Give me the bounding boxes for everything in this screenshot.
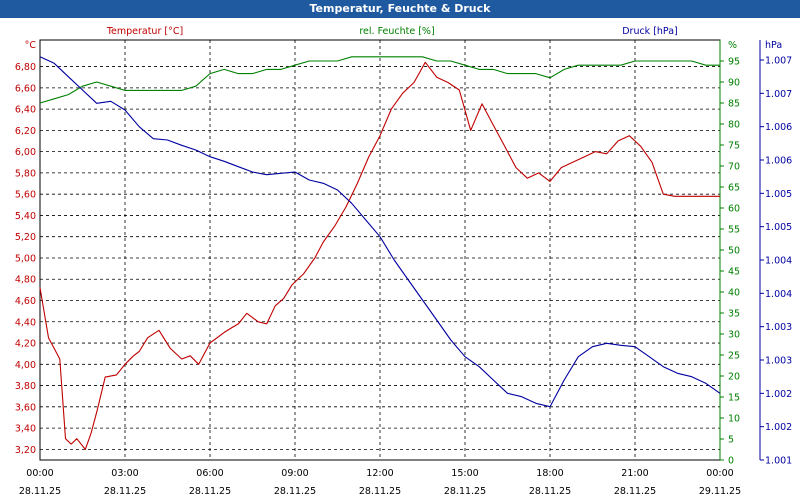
y-tick-humidity: 60 (728, 204, 740, 215)
y-tick-humidity: 80 (728, 120, 740, 131)
axis-labels: 00:00 28.11.25 03:00 28.11.25 06:00 28.11.25 0… (15, 26, 792, 497)
y-tick-pressure: 1.007 (765, 56, 792, 67)
x-tick-time: 15:00 (451, 468, 478, 479)
y-tick-pressure: 1.002 (765, 389, 792, 400)
y-tick-temperature: 5,00 (15, 253, 36, 264)
x-tick-date: 29.11.25 (699, 486, 741, 497)
y-tick-temperature: 6,60 (15, 83, 36, 94)
y-tick-temperature: 3,40 (15, 424, 36, 435)
y-tick-humidity: 15 (728, 393, 740, 404)
y-tick-pressure: 1.007 (765, 89, 792, 100)
y-tick-temperature: 3,80 (15, 381, 36, 392)
y-tick-humidity: 40 (728, 288, 740, 299)
x-tick-time: 09:00 (281, 468, 308, 479)
y-tick-humidity: 70 (728, 162, 740, 173)
y-tick-temperature: 5,80 (15, 168, 36, 179)
y-tick-humidity: 10 (728, 414, 740, 425)
temperature-unit: °C (25, 40, 37, 51)
y-tick-humidity: 65 (728, 183, 740, 194)
y-tick-temperature: 4,40 (15, 317, 36, 328)
legend-humidity: rel. Feuchte [%] (359, 26, 434, 37)
x-tick-date: 28.11.25 (614, 486, 656, 497)
y-tick-pressure: 1.004 (765, 256, 792, 267)
y-tick-humidity: 95 (728, 57, 740, 68)
x-tick-time: 06:00 (196, 468, 223, 479)
x-tick-time: 21:00 (621, 468, 648, 479)
y-tick-pressure: 1.004 (765, 289, 792, 300)
x-tick-date: 28.11.25 (189, 486, 231, 497)
x-tick-date: 28.11.25 (529, 486, 571, 497)
y-tick-temperature: 6,20 (15, 126, 36, 137)
y-tick-temperature: 6,80 (15, 62, 36, 73)
y-tick-pressure: 1.003 (765, 322, 792, 333)
y-tick-pressure: 1.006 (765, 156, 792, 167)
series-line-pressure (39, 56, 721, 408)
pressure-unit: hPa (765, 40, 782, 51)
x-tick-date: 28.11.25 (444, 486, 486, 497)
axes (39, 39, 764, 461)
y-tick-pressure: 1.001 (765, 456, 792, 467)
series-line-temperature (39, 61, 720, 450)
chart-title: Temperatur, Feuchte & Druck (0, 0, 800, 18)
y-tick-temperature: 5,40 (15, 211, 36, 222)
y-tick-temperature: 3,60 (15, 402, 36, 413)
y-tick-temperature: 5,20 (15, 232, 36, 243)
y-tick-pressure: 1.005 (765, 222, 792, 233)
y-tick-temperature: 4,00 (15, 360, 36, 371)
series-lines (39, 56, 721, 450)
y-tick-humidity: 30 (728, 330, 740, 341)
y-tick-humidity: 20 (728, 372, 740, 383)
y-tick-humidity: 75 (728, 141, 740, 152)
grid-lines (40, 40, 720, 460)
y-tick-humidity: 45 (728, 267, 740, 278)
y-tick-pressure: 1.003 (765, 356, 792, 367)
y-tick-humidity: 55 (728, 225, 740, 236)
y-tick-temperature: 6,40 (15, 105, 36, 116)
humidity-unit: % (728, 40, 737, 51)
legend-pressure: Druck [hPa] (622, 26, 678, 37)
y-tick-pressure: 1.002 (765, 422, 792, 433)
y-tick-humidity: 90 (728, 78, 740, 89)
y-tick-humidity: 5 (728, 435, 734, 446)
x-tick-time: 03:00 (111, 468, 138, 479)
y-tick-temperature: 4,60 (15, 296, 36, 307)
y-tick-temperature: 4,80 (15, 275, 36, 286)
x-tick-date: 28.11.25 (104, 486, 146, 497)
x-tick-time: 12:00 (366, 468, 393, 479)
x-tick-date: 28.11.25 (359, 486, 401, 497)
x-tick-time: 18:00 (536, 468, 563, 479)
y-tick-pressure: 1.006 (765, 122, 792, 133)
legend-temperature: Temperatur [°C] (106, 26, 183, 37)
x-tick-time: 00:00 (706, 468, 733, 479)
x-tick-time: 00:00 (26, 468, 53, 479)
x-tick-date: 28.11.25 (19, 486, 61, 497)
y-tick-temperature: 6,00 (15, 147, 36, 158)
y-tick-pressure: 1.005 (765, 189, 792, 200)
x-tick-date: 28.11.25 (274, 486, 316, 497)
y-tick-humidity: 25 (728, 351, 740, 362)
y-tick-temperature: 5,60 (15, 190, 36, 201)
y-tick-humidity: 35 (728, 309, 740, 320)
y-tick-temperature: 4,20 (15, 339, 36, 350)
y-tick-humidity: 50 (728, 246, 740, 257)
y-tick-humidity: 0 (728, 456, 734, 467)
series-line-humidity (39, 56, 720, 104)
y-tick-humidity: 85 (728, 99, 740, 110)
y-tick-temperature: 3,20 (15, 445, 36, 456)
